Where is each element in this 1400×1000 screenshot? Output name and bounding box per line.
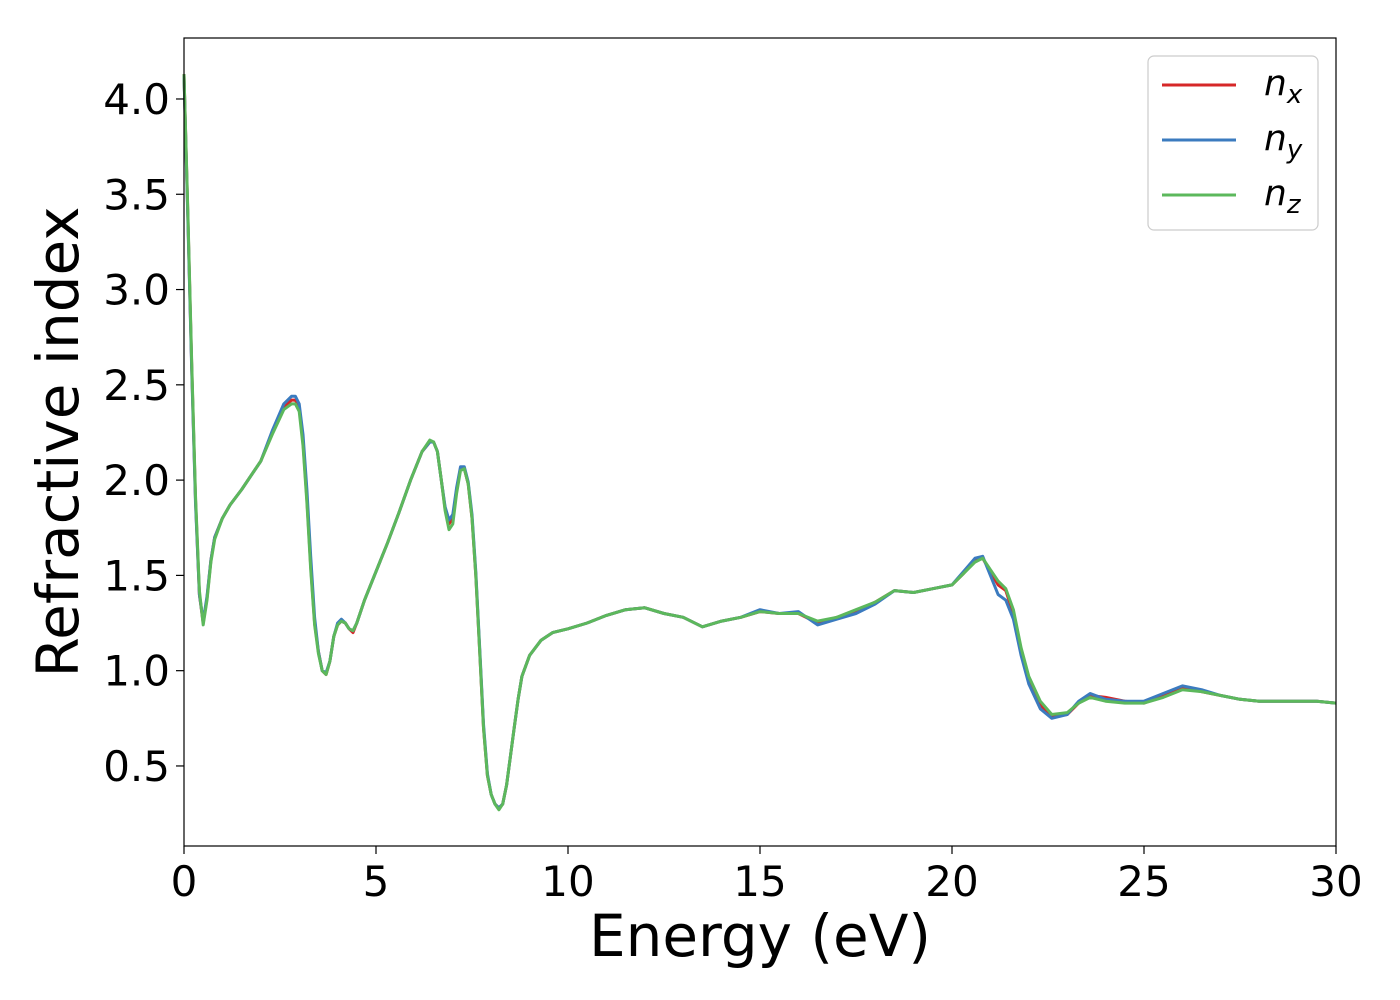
- y-tick-label: 3.0: [103, 266, 170, 315]
- y-tick-label: 1.5: [103, 551, 170, 600]
- x-tick-label: 5: [363, 857, 390, 906]
- x-tick-label: 25: [1117, 857, 1170, 906]
- legend: nx ny nz: [1147, 55, 1319, 231]
- y-axis-ticks: 0.5 1.0 1.5 2.0 2.5 3.0 3.5 4.0: [103, 75, 184, 791]
- y-tick-label: 0.5: [103, 742, 170, 791]
- x-tick-label: 15: [733, 857, 786, 906]
- x-tick-label: 30: [1309, 857, 1362, 906]
- x-tick-label: 0: [171, 857, 198, 906]
- series-line-nz: [182, 74, 1337, 812]
- legend-label-nx: nx: [1264, 63, 1303, 110]
- legend-box: [1147, 55, 1319, 231]
- legend-label-nz: nz: [1264, 173, 1302, 220]
- x-axis-title: Energy (eV): [589, 902, 931, 970]
- x-tick-label: 20: [925, 857, 978, 906]
- y-tick-label: 4.0: [103, 75, 170, 124]
- x-axis-ticks: 0 5 10 15 20 25 30: [171, 846, 1363, 906]
- y-tick-label: 1.0: [103, 647, 170, 696]
- y-tick-label: 2.0: [103, 456, 170, 505]
- legend-entries: nx ny nz: [1162, 63, 1303, 220]
- x-tick-label: 10: [541, 857, 594, 906]
- series-layer: [182, 74, 1337, 812]
- legend-label-ny: ny: [1264, 118, 1303, 165]
- y-tick-label: 3.5: [103, 170, 170, 219]
- y-tick-label: 2.5: [103, 361, 170, 410]
- y-axis-title: Refractive index: [24, 206, 92, 677]
